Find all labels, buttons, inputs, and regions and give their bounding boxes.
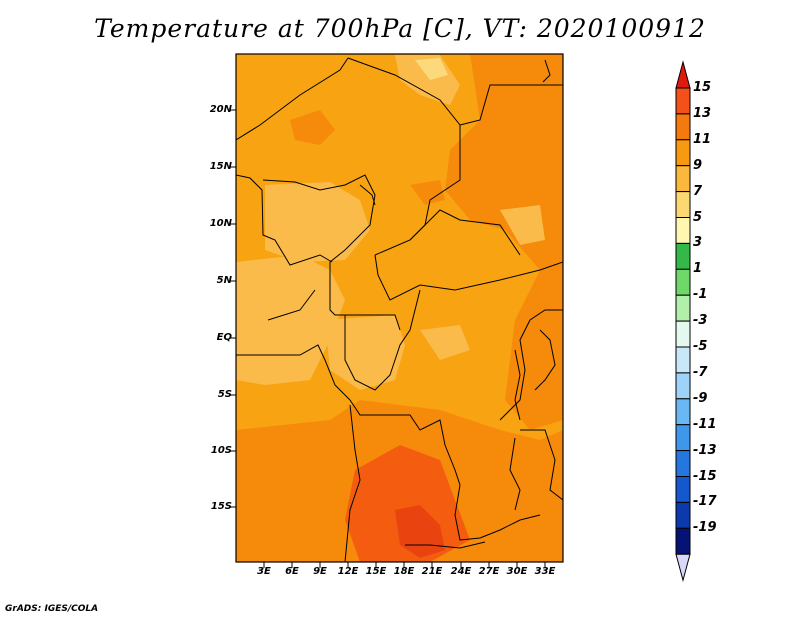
- colorbar-top-arrow: [675, 60, 691, 89]
- lon-label-21e: 21E: [421, 566, 443, 577]
- colorbar-label: -13: [693, 442, 717, 458]
- colorbar-label: -19: [693, 520, 717, 536]
- lat-label-10n: 10N: [209, 218, 232, 229]
- chart-title: Temperature at 700hPa [C], VT: 202010091…: [94, 14, 706, 43]
- colorbar-label: 9: [693, 157, 703, 173]
- lon-label-12e: 12E: [337, 566, 359, 577]
- colorbar-segment: [675, 242, 691, 270]
- colorbar-label: 3: [693, 235, 703, 251]
- colorbar-label: 15: [693, 80, 712, 95]
- colorbar-segment: [675, 113, 691, 141]
- lat-label-eq: EQ: [216, 332, 232, 343]
- lon-label-33e: 33E: [534, 566, 556, 577]
- credit-text: GrADS: IGES/COLA: [5, 604, 99, 614]
- colorbar-segment: [675, 320, 691, 348]
- map-frame: [230, 53, 564, 568]
- colorbar-label: 1: [693, 261, 703, 277]
- colorbar-segment: [675, 165, 691, 193]
- colorbar: [675, 60, 691, 583]
- lat-label-10s: 10S: [210, 445, 232, 456]
- colorbar-segment: [675, 424, 691, 452]
- lat-label-5s: 5S: [217, 389, 232, 400]
- colorbar-segment: [675, 346, 691, 374]
- colorbar-label: -15: [693, 468, 717, 484]
- lon-label-27e: 27E: [478, 566, 500, 577]
- field-east-warm: [445, 54, 563, 430]
- colorbar-segment: [675, 372, 691, 400]
- colorbar-label: -5: [693, 339, 708, 354]
- lon-label-3e: 3E: [257, 566, 271, 577]
- lat-label-15n: 15N: [209, 161, 232, 172]
- colorbar-segment: [675, 217, 691, 244]
- colorbar-label: -7: [693, 364, 708, 380]
- lon-label-24e: 24E: [450, 566, 472, 577]
- colorbar-label: 11: [693, 131, 712, 147]
- colorbar-segment: [675, 139, 691, 167]
- lon-label-18e: 18E: [393, 566, 415, 577]
- colorbar-label: 5: [693, 209, 703, 225]
- colorbar-segment: [675, 294, 691, 322]
- colorbar-segment: [675, 476, 691, 503]
- lon-label-9e: 9E: [313, 566, 327, 577]
- colorbar-label: -17: [693, 494, 717, 510]
- colorbar-label: -9: [693, 390, 708, 406]
- country-borders: [236, 57, 563, 562]
- colorbar-segment: [675, 398, 691, 426]
- colorbar-segment: [675, 527, 691, 555]
- lat-label-20n: 20N: [209, 104, 232, 115]
- colorbar-label: -11: [693, 416, 717, 432]
- colorbar-segment: [675, 191, 691, 219]
- colorbar-segment: [675, 268, 691, 296]
- lon-label-15e: 15E: [365, 566, 387, 577]
- temperature-field: [236, 54, 563, 562]
- lon-label-6e: 6E: [285, 566, 299, 577]
- colorbar-label: -1: [693, 287, 708, 303]
- lat-label-5n: 5N: [216, 275, 232, 286]
- field-west-light: [236, 255, 345, 385]
- colorbar-bottom-arrow: [675, 553, 691, 583]
- colorbar-label: 7: [693, 183, 703, 199]
- colorbar-label: -3: [693, 313, 708, 329]
- colorbar-segment: [675, 87, 691, 115]
- lat-label-15s: 15S: [210, 501, 232, 512]
- lon-label-30e: 30E: [506, 566, 528, 577]
- colorbar-label: 13: [693, 105, 712, 121]
- colorbar-segment: [675, 450, 691, 478]
- colorbar-segment: [675, 501, 691, 529]
